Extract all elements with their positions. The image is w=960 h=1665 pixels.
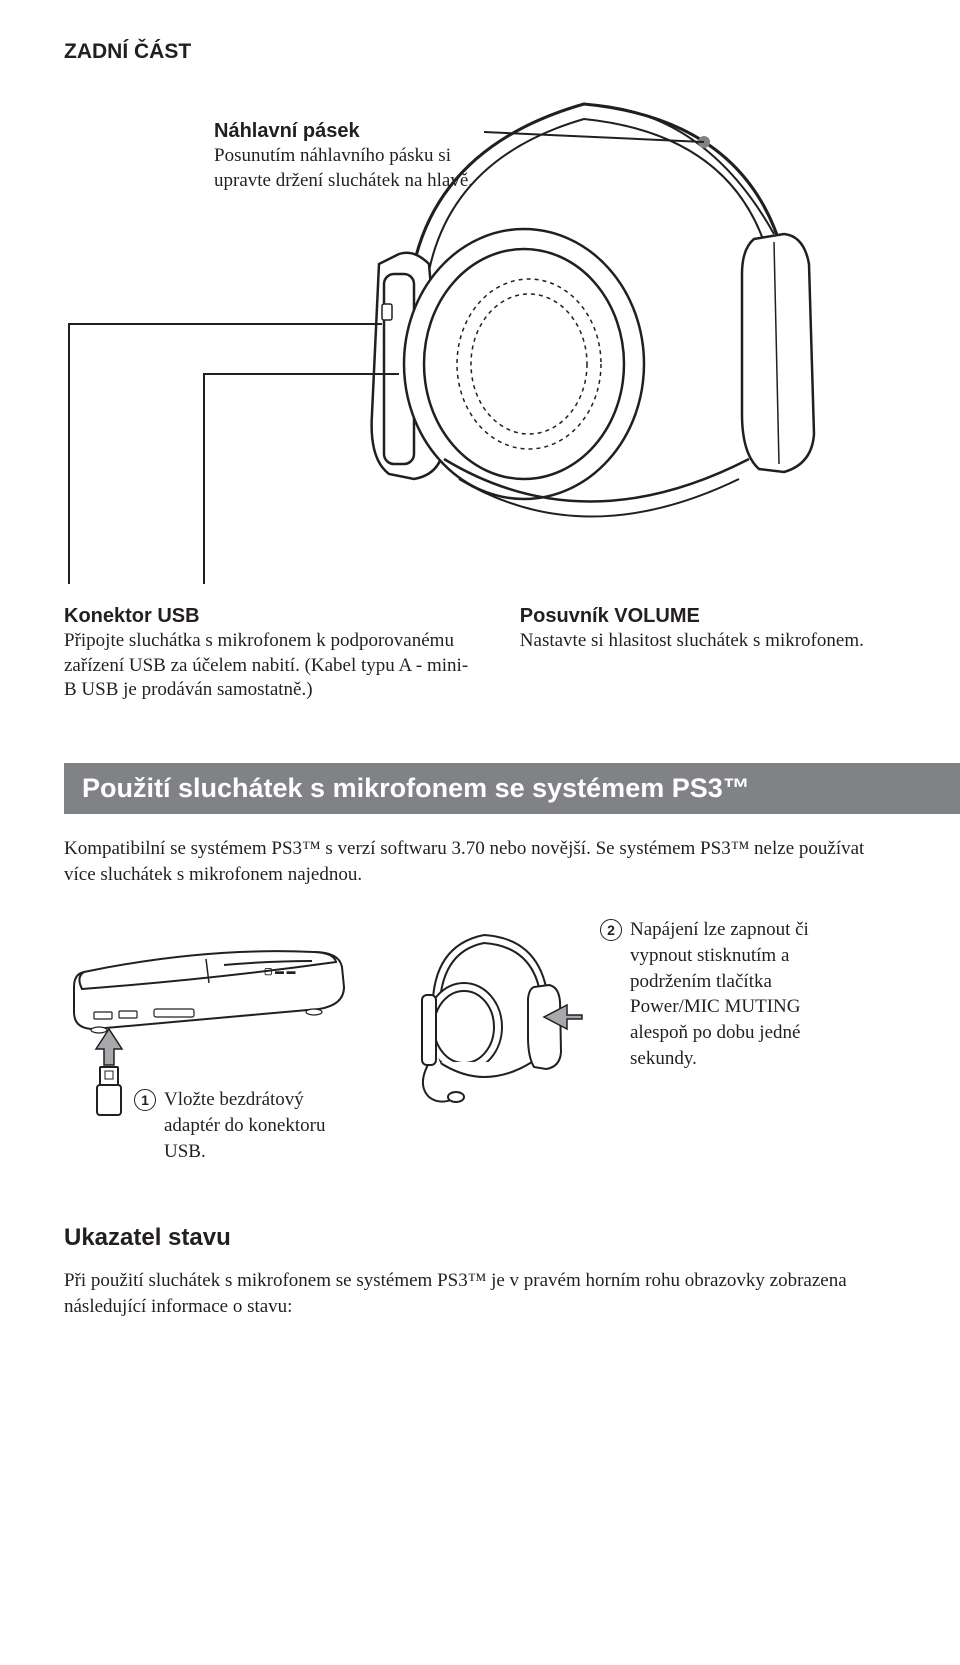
step-2-number: 2 bbox=[600, 919, 622, 941]
compat-text: Kompatibilní se systémem PS3™ s verzí so… bbox=[64, 836, 896, 887]
step-1-text: Vložte bezdrátový adaptér do konektoru U… bbox=[164, 1087, 354, 1164]
callout-usb-title: Konektor USB bbox=[64, 604, 480, 629]
headset-small-illustration bbox=[384, 917, 584, 1107]
status-heading: Ukazatel stavu bbox=[64, 1224, 896, 1252]
callout-usb: Konektor USB Připojte sluchátka s mikrof… bbox=[64, 604, 480, 703]
rear-diagram: Náhlavní pásek Posunutím náhlavního pásk… bbox=[64, 84, 896, 564]
step-1-block: ▢ ▬ ▬ 1 Vložte bezdrátový adap bbox=[64, 917, 354, 1164]
step-2-text: Napájení lze zapnout či vypnout stisknut… bbox=[630, 917, 860, 1071]
callout-headband-body: Posunutím náhlavního pásku si upravte dr… bbox=[214, 144, 494, 193]
callout-headband: Náhlavní pásek Posunutím náhlavního pásk… bbox=[214, 119, 494, 193]
svg-text:▢ ▬ ▬: ▢ ▬ ▬ bbox=[264, 966, 296, 976]
step-1-number: 1 bbox=[134, 1089, 156, 1111]
banner-ps3-usage: Použití sluchátek s mikrofonem se systém… bbox=[64, 763, 960, 814]
callout-volume: Posuvník VOLUME Nastavte si hlasitost sl… bbox=[520, 604, 896, 703]
usb-volume-callouts: Konektor USB Připojte sluchátka s mikrof… bbox=[64, 604, 896, 703]
step-1: 1 Vložte bezdrátový adaptér do konektoru… bbox=[134, 1087, 354, 1164]
setup-steps: ▢ ▬ ▬ 1 Vložte bezdrátový adap bbox=[64, 917, 896, 1164]
callout-volume-body: Nastavte si hlasitost sluchátek s mikrof… bbox=[520, 629, 896, 654]
callout-headband-title: Náhlavní pásek bbox=[214, 119, 494, 144]
callout-volume-title: Posuvník VOLUME bbox=[520, 604, 896, 629]
status-text: Při použití sluchátek s mikrofonem se sy… bbox=[64, 1268, 896, 1319]
callout-usb-body: Připojte sluchátka s mikrofonem k podpor… bbox=[64, 629, 480, 703]
step-2-block: 2 Napájení lze zapnout či vypnout stiskn… bbox=[384, 917, 860, 1107]
section-heading-rear: ZADNÍ ČÁST bbox=[64, 40, 896, 64]
step-2: 2 Napájení lze zapnout či vypnout stiskn… bbox=[600, 917, 860, 1071]
